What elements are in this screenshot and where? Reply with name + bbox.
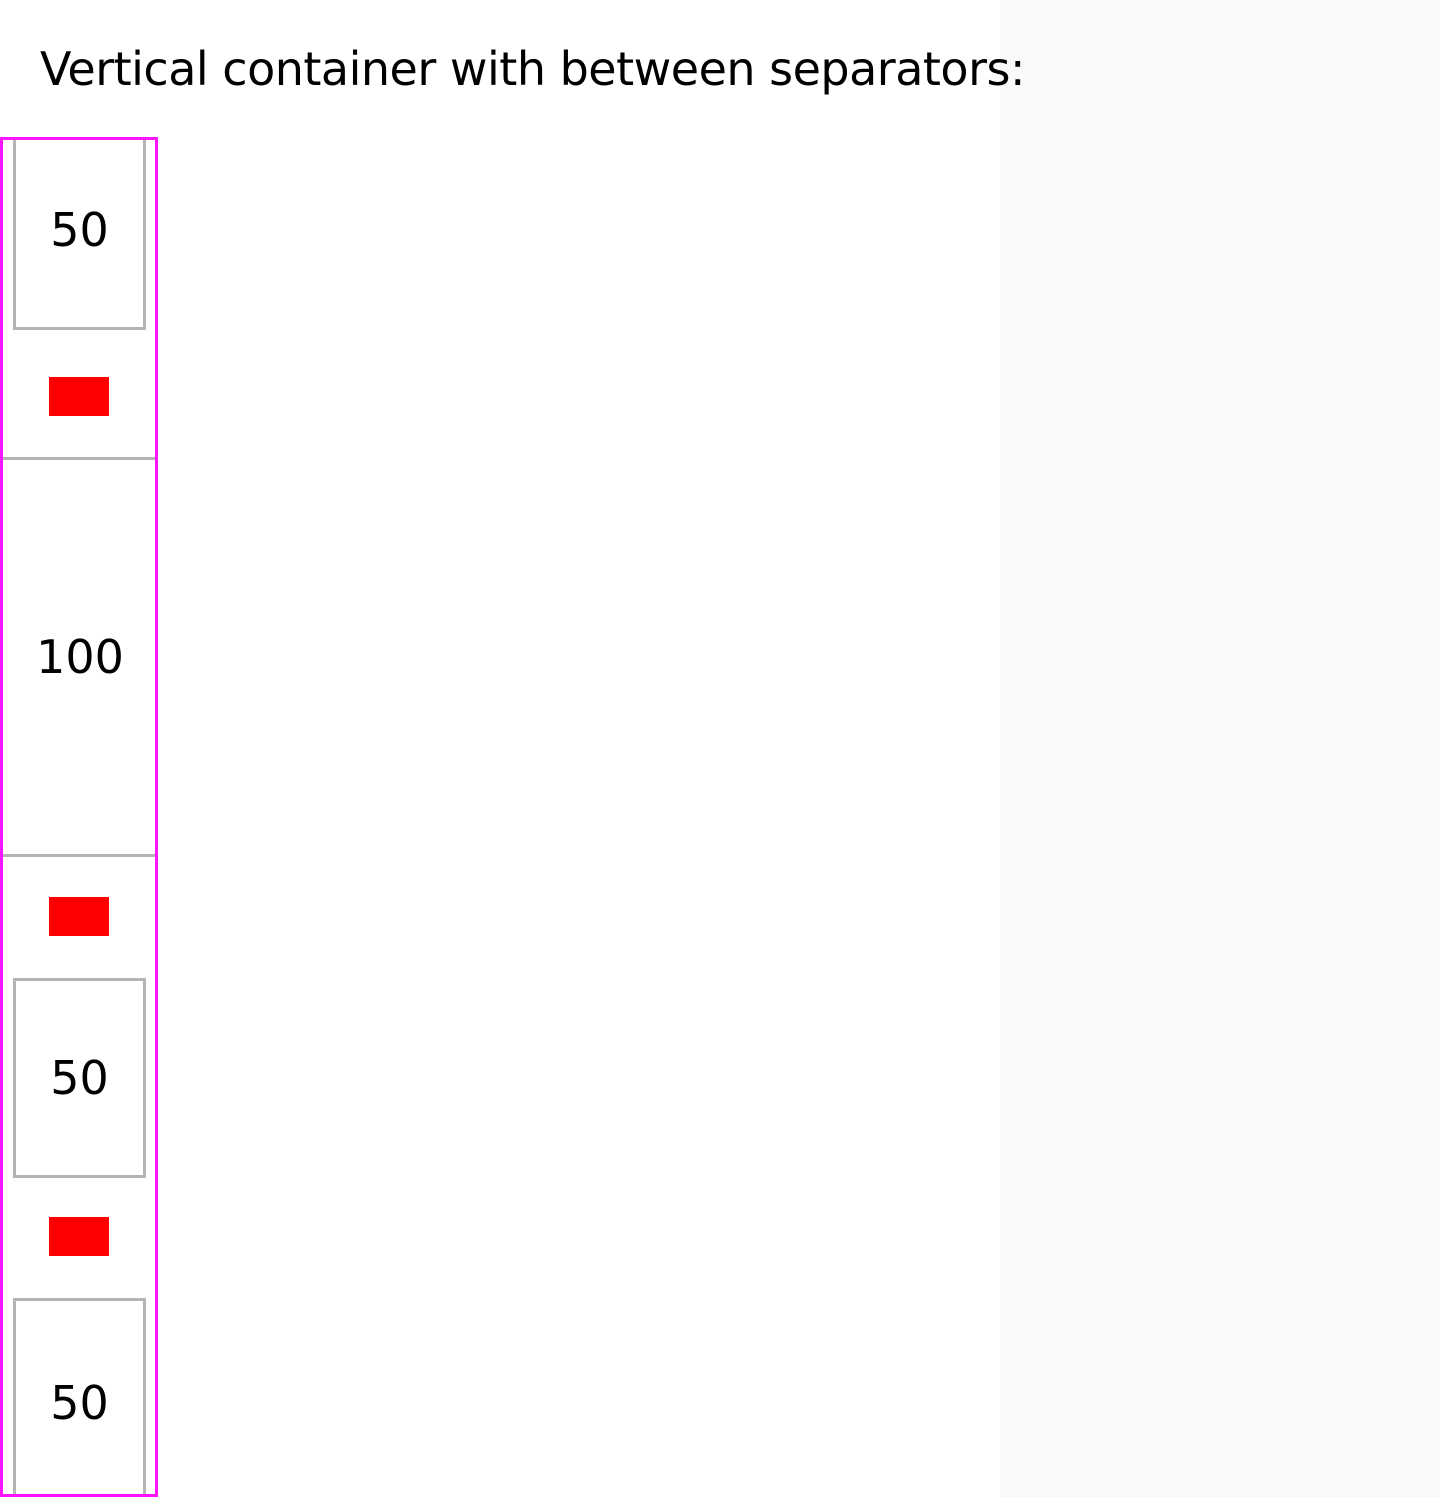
container-item-2[interactable]: 100 [3,457,155,857]
page-heading: Vertical container with between separato… [40,42,1025,96]
container-item-1[interactable]: 50 [13,140,146,330]
separator-1 [49,377,109,416]
separator-2 [49,897,109,936]
vertical-container[interactable]: 50 100 50 50 [0,137,158,1497]
container-item-3[interactable]: 50 [13,978,146,1178]
container-item-4[interactable]: 50 [13,1298,146,1494]
side-panel [1000,0,1440,1497]
separator-3 [49,1217,109,1256]
